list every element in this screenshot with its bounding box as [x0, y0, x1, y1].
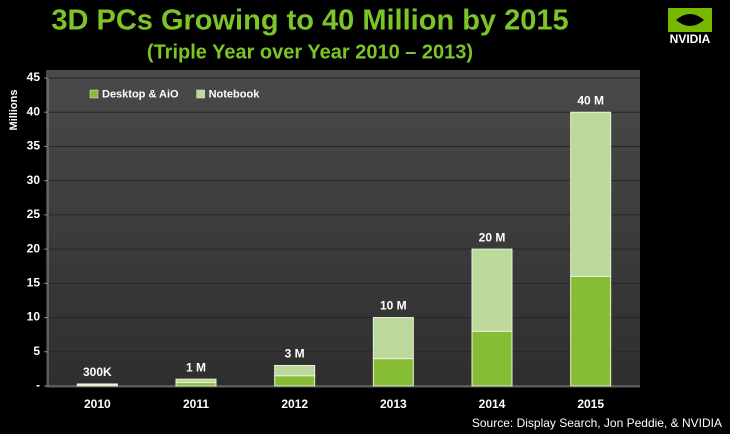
total-label: 10 M	[380, 299, 407, 313]
x-tick-label: 2014	[479, 397, 506, 411]
legend-swatch	[196, 89, 205, 99]
y-axis-label: Millions	[8, 90, 20, 131]
logo-text: NVIDIA	[670, 32, 711, 46]
bar-segment	[471, 248, 513, 332]
total-label: 300K	[83, 365, 112, 379]
y-tick-label: 30	[27, 173, 41, 187]
legend-swatch	[89, 89, 99, 99]
bar-segment	[372, 317, 414, 360]
y-tick-label: 40	[27, 104, 41, 118]
x-tick-label: 2013	[380, 397, 407, 411]
x-tick-label: 2015	[577, 397, 604, 411]
legend-label: Desktop & AiO	[102, 88, 179, 100]
source: Source: Display Search, Jon Peddie, & NV…	[472, 416, 722, 430]
total-label: 20 M	[479, 230, 506, 244]
bar-segment	[175, 378, 217, 384]
bar-segment	[274, 364, 316, 377]
y-tick-label: 10	[27, 310, 41, 324]
total-label: 40 M	[577, 93, 604, 107]
chart-title: 3D PCs Growing to 40 Million by 2015	[51, 5, 568, 37]
bar-segment	[76, 383, 118, 386]
bar-segment	[570, 275, 612, 387]
x-tick-label: 2010	[84, 397, 111, 411]
bar-segment	[274, 375, 316, 387]
plot-area	[46, 70, 640, 388]
total-label: 1 M	[186, 360, 206, 374]
y-tick-label: 45	[27, 70, 41, 84]
bar-segment	[175, 382, 217, 387]
logo: NVIDIA	[668, 8, 712, 46]
legend-label: Notebook	[209, 88, 261, 100]
y-tick-label: 20	[27, 241, 41, 255]
chart-subtitle: (Triple Year over Year 2010 – 2013)	[147, 41, 473, 63]
y-tick-label: 25	[27, 207, 41, 221]
y-tick-label: 15	[27, 276, 41, 290]
bar-segment	[471, 330, 513, 387]
y-tick-label: 35	[27, 139, 41, 153]
total-label: 3 M	[285, 347, 305, 361]
y-tick-label: 5	[33, 344, 40, 358]
plot: - 5 10 15 20 25 30 35 40 45 300K 2010 1 M 2011 3 M 2012…	[27, 70, 640, 411]
bar-segment	[372, 358, 414, 387]
logo-eye	[676, 14, 704, 26]
x-tick-label: 2012	[281, 397, 308, 411]
y-tick-label: -	[36, 378, 40, 392]
x-tick-label: 2011	[183, 397, 209, 411]
bar-segment	[570, 111, 612, 277]
